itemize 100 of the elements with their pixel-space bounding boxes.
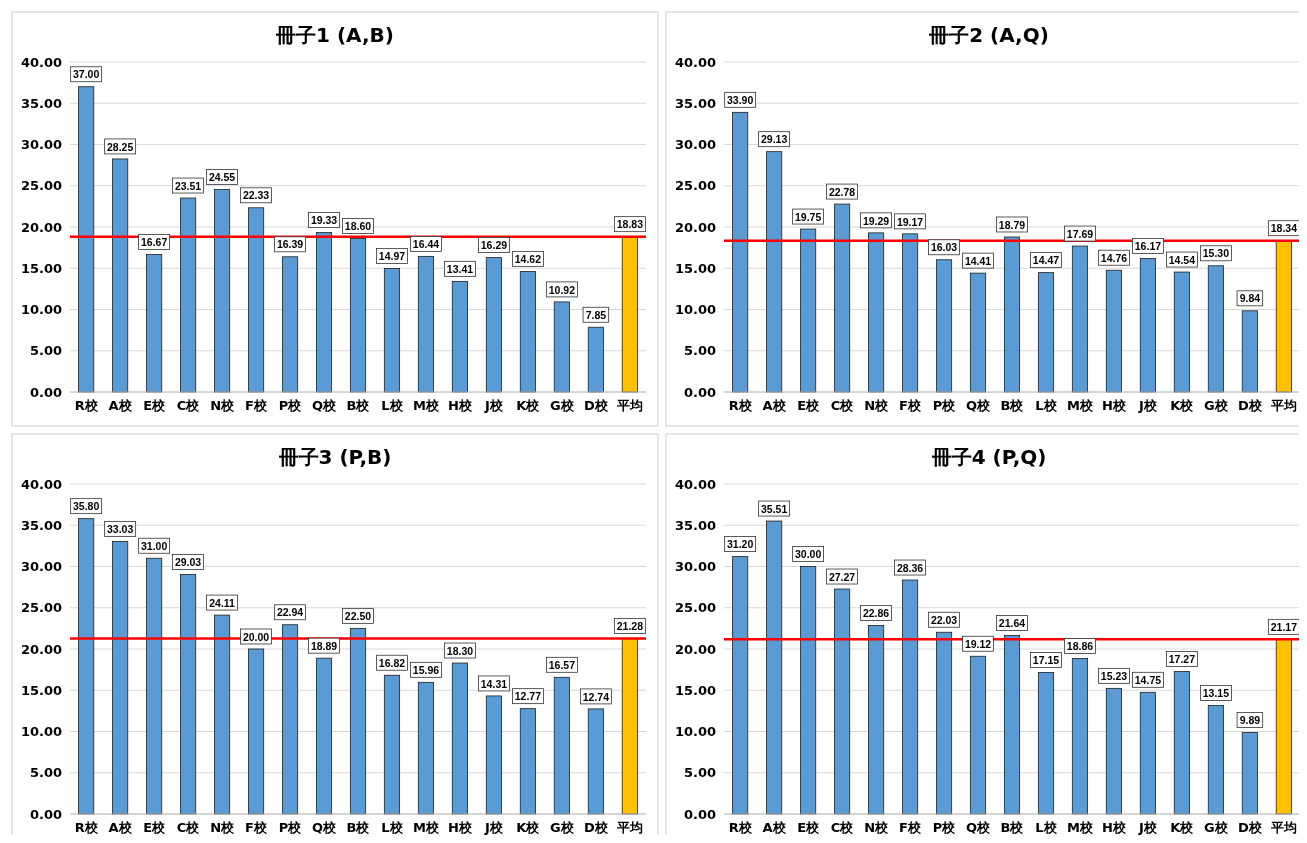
bar	[1241, 732, 1258, 815]
y-tick-label: 40.00	[20, 476, 62, 492]
x-tick-label: D校	[583, 820, 609, 835]
data-label: 18.60	[344, 220, 372, 233]
x-tick-label: K校	[1170, 820, 1195, 835]
data-label: 14.75	[1134, 673, 1162, 686]
bar	[315, 232, 333, 393]
x-tick-label: K校	[1170, 398, 1195, 413]
x-tick-label: Q校	[965, 398, 992, 413]
y-tick-label: 35.00	[674, 95, 716, 111]
bar	[180, 574, 197, 815]
bar	[868, 232, 885, 393]
x-tick-label: R校	[74, 820, 99, 835]
bar	[519, 708, 536, 815]
y-tick-label: 15.00	[20, 260, 62, 276]
y-tick-label: 35.00	[674, 517, 716, 533]
data-label: 19.75	[794, 210, 822, 223]
bar	[485, 695, 502, 815]
data-label: 15.96	[412, 664, 440, 677]
x-tick-label: H校	[1102, 820, 1127, 835]
x-tick-label: K校	[516, 398, 541, 413]
data-label: 20.00	[242, 630, 270, 643]
x-tick-label: N校	[210, 398, 236, 413]
data-label: 10.92	[548, 283, 576, 296]
y-tick-label: 10.00	[20, 724, 62, 740]
y-tick-label: 30.00	[20, 559, 62, 575]
x-tick-label: J校	[1138, 820, 1158, 835]
data-label: 15.23	[1100, 670, 1128, 683]
bar	[1241, 310, 1258, 393]
chart-title: 冊子1 (A,B)	[275, 23, 394, 47]
bar	[1275, 638, 1292, 815]
x-tick-label: B校	[346, 820, 371, 835]
data-label: 21.28	[616, 620, 644, 633]
data-label: 15.30	[1202, 247, 1230, 260]
data-label: 14.76	[1100, 251, 1128, 264]
data-label: 19.33	[310, 214, 338, 227]
bar	[485, 257, 502, 393]
x-tick-label: F校	[245, 820, 268, 835]
data-label: 16.39	[276, 238, 304, 251]
data-label: 16.67	[140, 236, 168, 249]
data-label: 33.90	[727, 94, 754, 106]
bar	[1071, 658, 1089, 815]
data-label: 18.79	[998, 218, 1026, 231]
y-tick-label: 15.00	[20, 682, 62, 698]
y-tick-label: 30.00	[20, 137, 62, 153]
x-tick-label: P校	[278, 398, 303, 413]
x-tick-label: M校	[413, 398, 440, 413]
bar	[383, 268, 401, 393]
bar	[1105, 269, 1122, 393]
bar	[1207, 265, 1224, 393]
y-tick-label: 20.00	[674, 641, 716, 657]
x-tick-label: N校	[210, 820, 236, 835]
bar	[1139, 691, 1156, 815]
data-label: 18.30	[446, 644, 474, 657]
bar	[281, 624, 299, 815]
x-tick-label: R校	[74, 398, 99, 413]
chart-title: 冊子4 (P,Q)	[930, 445, 1047, 469]
y-tick-label: 30.00	[674, 559, 716, 575]
x-tick-label: Q校	[311, 398, 338, 413]
bar	[1037, 672, 1055, 815]
data-label: 22.86	[862, 607, 890, 620]
bar	[587, 326, 604, 393]
x-tick-label: A校	[762, 820, 787, 835]
data-label: 35.80	[73, 500, 100, 513]
bar	[621, 638, 638, 815]
bar	[1003, 635, 1021, 815]
x-tick-label: B校	[1000, 820, 1025, 835]
data-label: 37.00	[73, 68, 100, 81]
bar	[112, 158, 129, 393]
x-tick-label: 平均	[1269, 398, 1297, 413]
x-tick-label: 平均	[1269, 820, 1297, 835]
bar	[732, 556, 749, 815]
data-label: 7.85	[585, 308, 607, 321]
data-label: 18.83	[616, 218, 644, 231]
bar	[1071, 245, 1089, 393]
data-label: 13.15	[1202, 687, 1230, 700]
data-label: 17.27	[1168, 653, 1196, 666]
bar	[834, 203, 851, 393]
data-label: 35.51	[760, 502, 788, 515]
bar	[902, 233, 919, 393]
x-tick-label: E校	[797, 398, 821, 413]
data-label: 16.17	[1134, 240, 1162, 253]
data-label: 31.00	[140, 539, 168, 552]
x-tick-label: C校	[176, 398, 201, 413]
x-tick-label: G校	[550, 820, 575, 835]
bar	[935, 259, 953, 393]
data-label: 29.03	[174, 556, 202, 569]
y-tick-label: 20.00	[674, 219, 716, 235]
x-tick-label: F校	[899, 820, 922, 835]
data-label: 14.54	[1168, 253, 1196, 266]
bar	[935, 631, 953, 815]
y-tick-label: 25.00	[674, 600, 716, 616]
x-tick-label: P校	[278, 820, 303, 835]
data-label: 13.41	[446, 263, 474, 276]
bar	[78, 518, 95, 815]
x-tick-label: E校	[143, 820, 167, 835]
chart-title: 冊子3 (P,B)	[277, 445, 392, 469]
bar	[1105, 687, 1122, 815]
bar	[1003, 236, 1021, 393]
bar	[281, 256, 299, 393]
